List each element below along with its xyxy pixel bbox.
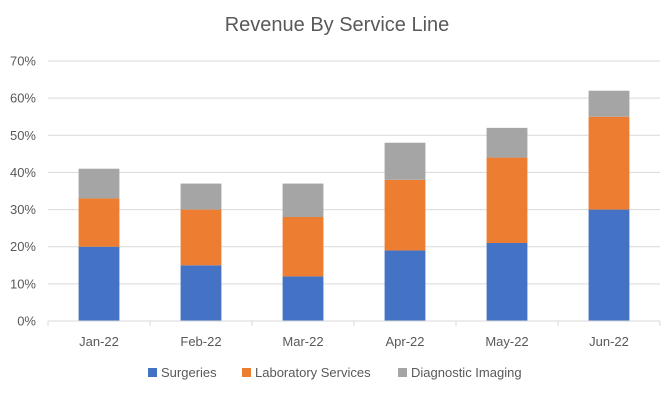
- legend: Surgeries Laboratory Services Diagnostic I…: [148, 365, 522, 380]
- legend-swatch: [148, 368, 157, 377]
- bars: [78, 90, 630, 321]
- bar-surgeries-feb-22: [180, 265, 222, 321]
- bar-diagnostic-imaging-apr-22: [384, 142, 426, 180]
- x-tick-label: May-22: [485, 334, 528, 349]
- y-axis-ticks: 0% 10% 20% 30% 40% 50% 60% 70%: [10, 54, 36, 329]
- x-tick-label: Jan-22: [79, 334, 119, 349]
- bar-diagnostic-imaging-may-22: [486, 127, 528, 158]
- legend-label: Laboratory Services: [255, 365, 371, 380]
- y-tick-label: 20%: [10, 239, 36, 254]
- bar-laboratory-services-may-22: [486, 157, 528, 243]
- y-tick-label: 10%: [10, 276, 36, 291]
- legend-swatch: [398, 368, 407, 377]
- bar-diagnostic-imaging-mar-22: [282, 183, 324, 217]
- chart-title: Revenue By Service Line: [225, 14, 450, 36]
- bar-laboratory-services-jun-22: [588, 116, 630, 210]
- legend-item-diagnostic-imaging: Diagnostic Imaging: [398, 365, 522, 380]
- bar-laboratory-services-jan-22: [78, 198, 120, 247]
- y-tick-label: 30%: [10, 202, 36, 217]
- bar-laboratory-services-feb-22: [180, 209, 222, 266]
- bar-surgeries-jan-22: [78, 246, 120, 321]
- gridlines: [48, 60, 660, 285]
- x-tick-label: Apr-22: [385, 334, 424, 349]
- x-tick-label: Jun-22: [589, 334, 629, 349]
- y-tick-label: 0%: [17, 314, 36, 329]
- bar-diagnostic-imaging-jan-22: [78, 168, 120, 199]
- legend-item-laboratory-services: Laboratory Services: [242, 365, 371, 380]
- bar-diagnostic-imaging-jun-22: [588, 90, 630, 117]
- bar-laboratory-services-mar-22: [282, 217, 324, 277]
- bar-surgeries-mar-22: [282, 276, 324, 321]
- x-tick-label: Mar-22: [282, 334, 323, 349]
- y-tick-label: 40%: [10, 165, 36, 180]
- x-axis: Jan-22 Feb-22 Mar-22 Apr-22 May-22 Jun-22: [47, 320, 661, 349]
- bar-surgeries-apr-22: [384, 250, 426, 321]
- legend-swatch: [242, 368, 251, 377]
- y-tick-label: 70%: [10, 54, 36, 69]
- bar-surgeries-jun-22: [588, 209, 630, 321]
- bar-diagnostic-imaging-feb-22: [180, 183, 222, 210]
- y-tick-label: 50%: [10, 128, 36, 143]
- legend-label: Surgeries: [161, 365, 217, 380]
- y-tick-label: 60%: [10, 91, 36, 106]
- bar-surgeries-may-22: [486, 243, 528, 321]
- bar-laboratory-services-apr-22: [384, 179, 426, 251]
- x-tick-label: Feb-22: [180, 334, 221, 349]
- legend-label: Diagnostic Imaging: [411, 365, 522, 380]
- legend-item-surgeries: Surgeries: [148, 365, 217, 380]
